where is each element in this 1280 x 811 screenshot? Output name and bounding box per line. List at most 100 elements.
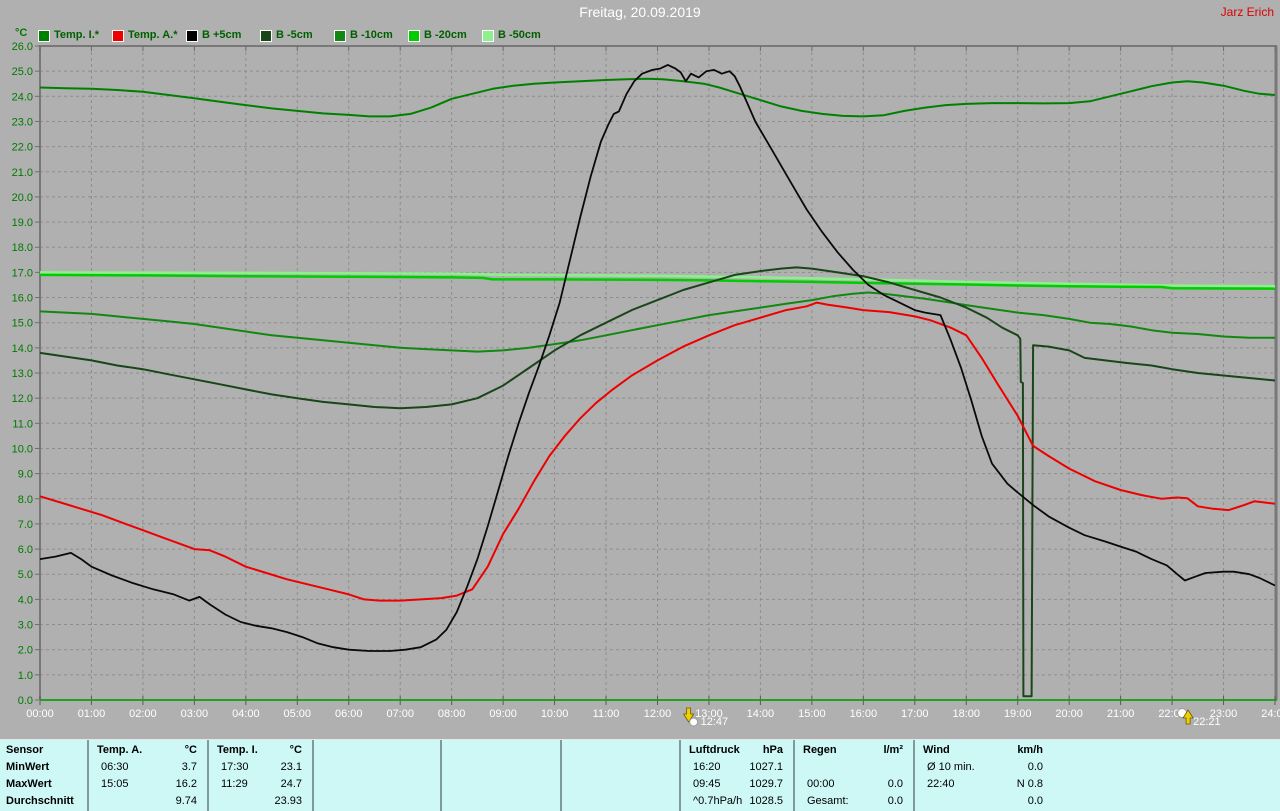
y-axis-label: 3.0 <box>18 620 33 632</box>
cell-time: 22:40 <box>927 778 955 790</box>
table-column-temp-a-: Temp. A. °C 06:30 3.7 15:05 16.2 9.74 <box>87 740 207 811</box>
y-axis-label: 14.0 <box>12 343 33 355</box>
column-unit: hPa <box>762 744 783 756</box>
cell-value: 0.0 <box>1027 761 1043 773</box>
table-row-label: Durchschnitt <box>6 795 74 807</box>
legend-swatch-icon <box>112 30 124 42</box>
cell-time: Ø 10 min. <box>927 761 975 773</box>
y-axis-label: 5.0 <box>18 569 33 581</box>
series-b--5cm <box>39 266 1276 698</box>
x-axis-label: 08:00 <box>438 708 466 720</box>
cell-value: 24.7 <box>280 778 302 790</box>
table-filler <box>1053 740 1280 811</box>
table-column-empty-3 <box>440 740 560 811</box>
y-axis-label: 0.0 <box>18 695 33 707</box>
table-column-wind: Wind km/h Ø 10 min. 0.0 22:40 N 0.8 0.0 <box>913 740 1053 811</box>
legend-label: B -20cm <box>424 29 467 41</box>
cell-value: N 0.8 <box>1016 778 1043 790</box>
y-axis-label: 10.0 <box>12 443 33 455</box>
x-axis-label: 10:00 <box>541 708 569 720</box>
cell-time: 17:30 <box>221 761 249 773</box>
series-b-+5cm <box>39 64 1276 652</box>
cell-time: 09:45 <box>693 778 721 790</box>
y-axis-label: 7.0 <box>18 519 33 531</box>
x-axis-label: 24:00 <box>1261 708 1280 720</box>
cell-time: 11:29 <box>221 778 248 790</box>
x-axis-label: 13:00 <box>695 708 723 720</box>
table-column-empty-4 <box>560 740 679 811</box>
cell-value: 16.2 <box>175 778 197 790</box>
series-b--20cm <box>39 273 1276 290</box>
y-axis-label: 18.0 <box>12 242 33 254</box>
cell-value: 0.0 <box>887 778 903 790</box>
column-unit: °C <box>289 744 302 756</box>
cell-time: Gesamt: <box>807 795 849 807</box>
x-axis-label: 18:00 <box>952 708 980 720</box>
moonrise-marker-icon <box>1177 708 1194 725</box>
cell-value: 23.1 <box>280 761 302 773</box>
cell-time: 00:00 <box>807 778 835 790</box>
table-row-label: Sensor <box>6 744 44 756</box>
column-header: Wind <box>923 744 950 756</box>
legend-label: B -10cm <box>350 29 393 41</box>
cell-value: 1027.1 <box>749 761 783 773</box>
legend-swatch-icon <box>334 30 346 42</box>
column-header: Luftdruck <box>689 744 740 756</box>
y-axis-label: 22.0 <box>12 142 33 154</box>
x-axis-label: 03:00 <box>181 708 209 720</box>
x-axis-label: 09:00 <box>489 708 517 720</box>
cell-time: ^0.7hPa/h <box>693 795 743 807</box>
temperature-day-chart: 0.0 1.0 2.0 3.0 4.0 5.0 6.0 7.0 8.0 9.0 10.0 11.0 12… <box>12 41 1280 728</box>
x-axis-label: 19:00 <box>1004 708 1032 720</box>
cell-time: 06:30 <box>101 761 129 773</box>
cell-value: 0.0 <box>887 795 903 807</box>
chart-area: 0.0 1.0 2.0 3.0 4.0 5.0 6.0 7.0 8.0 9.0 10.0 11.0 12… <box>12 41 1280 728</box>
y-axis-label: 15.0 <box>12 318 33 330</box>
x-axis-label: 05:00 <box>284 708 312 720</box>
cell-value: 1028.5 <box>749 795 783 807</box>
x-axis-label: 01:00 <box>78 708 106 720</box>
x-axis-label: 21:00 <box>1107 708 1135 720</box>
cell-value: 23.93 <box>274 795 302 807</box>
y-axis-label: 26.0 <box>12 41 33 53</box>
table-row-label: MaxWert <box>6 778 52 790</box>
y-axis-label: 9.0 <box>18 469 33 481</box>
cell-value: 0.0 <box>1027 795 1043 807</box>
y-axis-label: 20.0 <box>12 192 33 204</box>
column-header: Temp. A. <box>97 744 143 756</box>
column-header: Regen <box>803 744 837 756</box>
y-axis-label: 8.0 <box>18 494 33 506</box>
y-axis-label: 11.0 <box>12 418 33 430</box>
x-axis-label: 15:00 <box>798 708 826 720</box>
legend-swatch-icon <box>260 30 272 42</box>
column-unit: °C <box>184 744 197 756</box>
y-axis-label: 13.0 <box>12 368 33 380</box>
x-axis-label: 11:00 <box>593 708 620 720</box>
y-axis-label: 16.0 <box>12 293 33 305</box>
column-unit: km/h <box>1017 744 1043 756</box>
table-rowlabel-column: Sensor MinWert MaxWert Durchschnitt <box>0 740 87 811</box>
legend-label: B -5cm <box>276 29 313 41</box>
y-axis-label: 23.0 <box>12 116 33 128</box>
y-axis-label: 21.0 <box>12 167 33 179</box>
chart-legend: Temp. I.* Temp. A.* B +5cm B -5cm B -10cm B -… <box>0 29 1280 45</box>
legend-label: B -50cm <box>498 29 541 41</box>
series-temp-i- <box>39 77 1276 118</box>
legend-swatch-icon <box>38 30 50 42</box>
table-column-empty-2 <box>312 740 440 811</box>
statistics-table: Sensor MinWert MaxWert Durchschnitt Temp. A.… <box>0 739 1280 811</box>
x-axis-label: 07:00 <box>386 708 414 720</box>
x-axis-label: 00:00 <box>26 708 54 720</box>
y-axis-label: 19.0 <box>12 217 33 229</box>
cell-value: 1029.7 <box>749 778 783 790</box>
table-row-label: MinWert <box>6 761 50 773</box>
legend-swatch-icon <box>482 30 494 42</box>
x-axis-label: 02:00 <box>129 708 157 720</box>
y-axis-label: 1.0 <box>18 670 33 682</box>
page-title: Freitag, 20.09.2019 <box>579 4 701 20</box>
column-header: Temp. I. <box>217 744 258 756</box>
y-axis-label: 24.0 <box>12 91 33 103</box>
legend-label: B +5cm <box>202 29 242 41</box>
x-axis-label: 23:00 <box>1210 708 1238 720</box>
y-axis-label: 25.0 <box>12 66 33 78</box>
